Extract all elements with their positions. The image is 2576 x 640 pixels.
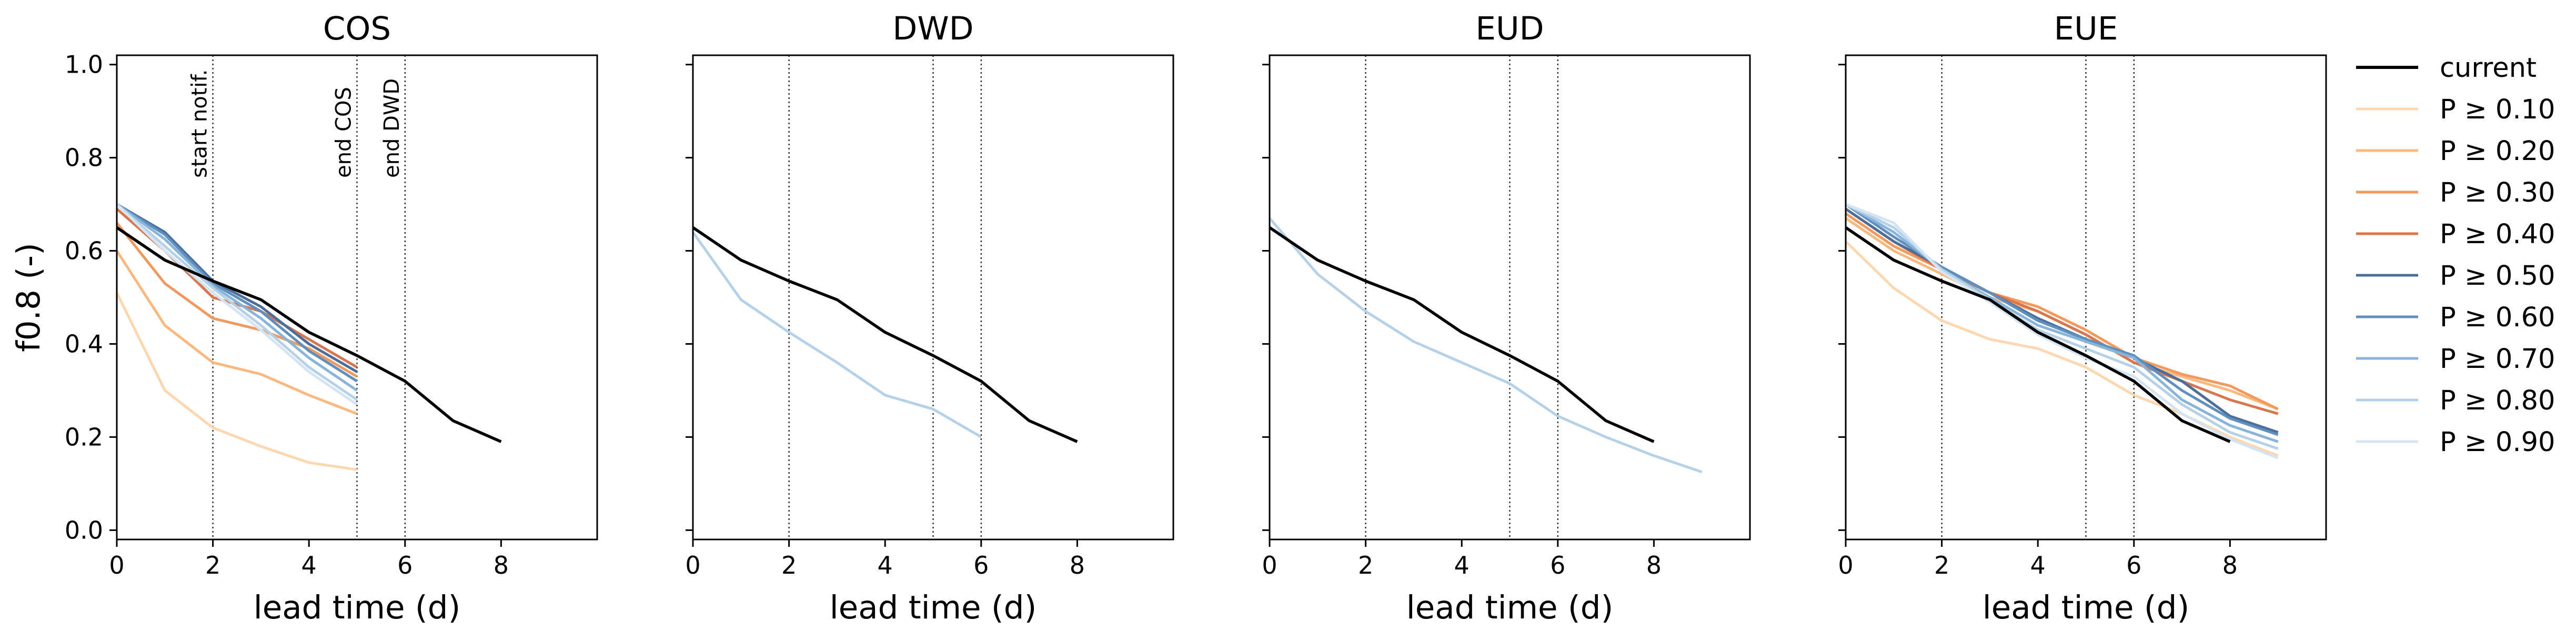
legend-label-p-060: P ≥ 0.60 (2440, 302, 2555, 333)
legend-item-p-080: P ≥ 0.80 (2356, 385, 2555, 416)
x-tick-label-eue-4: 4 (2030, 551, 2046, 579)
y-axis-label: f0.8 (-) (10, 243, 47, 352)
series-line-eue-p-070 (1845, 203, 2279, 443)
legend-label-current: current (2440, 53, 2537, 84)
x-tick-label-eue-6: 6 (2126, 551, 2141, 579)
legend-item-p-050: P ≥ 0.50 (2356, 261, 2555, 292)
y-tick-label-04: 0.4 (65, 329, 103, 358)
series-line-cos-p-040 (116, 208, 358, 368)
x-tick-label-dwd-2: 2 (781, 551, 797, 579)
legend-label-p-010: P ≥ 0.10 (2440, 94, 2555, 125)
y-tick-label-08: 0.8 (65, 144, 103, 172)
y-tick-label-06: 0.6 (65, 237, 103, 265)
y-tick-label-02: 0.2 (65, 423, 103, 451)
series-line-cos-p-070 (116, 203, 358, 392)
legend-label-p-090: P ≥ 0.90 (2440, 427, 2555, 458)
series-line-cos-current (116, 226, 502, 443)
panel-title-cos: COS (323, 10, 391, 47)
axes-frame-eue (1845, 54, 2327, 541)
y-tick-label-10: 1.0 (65, 51, 103, 79)
annotation-end-dwd: end DWD (380, 78, 404, 178)
legend-label-p-080: P ≥ 0.80 (2440, 385, 2555, 416)
panel-title-dwd: DWD (892, 10, 973, 47)
series-line-cos-p-030 (116, 222, 358, 378)
panel-dwd: DWD 0 2 4 6 8 lead time (d) (685, 10, 1174, 626)
series-line-cos-p-050 (116, 203, 358, 373)
x-tick-label-cos-4: 4 (301, 551, 317, 579)
panel-eud: EUD 0 2 4 6 8 lead time (d) (1262, 10, 1751, 626)
series-line-eud-current (1269, 226, 1655, 443)
series-line-eud-p-080 (1269, 217, 1703, 474)
series-line-cos-p-010 (115, 292, 357, 471)
x-tick-label-dwd-8: 8 (1070, 551, 1085, 579)
legend-item-p-020: P ≥ 0.20 (2356, 136, 2555, 167)
legend-label-p-050: P ≥ 0.50 (2440, 261, 2555, 292)
legend-label-p-020: P ≥ 0.20 (2440, 136, 2555, 167)
series-line-cos-p-090 (116, 203, 358, 406)
x-axis-label-eue: lead time (d) (1983, 589, 2190, 626)
axes-frame-eud (1269, 54, 1751, 541)
x-axis-label-cos: lead time (d) (254, 589, 461, 626)
legend-item-p-030: P ≥ 0.30 (2356, 177, 2555, 208)
panel-title-eue: EUE (2054, 10, 2118, 47)
annotation-start-notif: start notif. (188, 69, 212, 178)
x-tick-label-eue-8: 8 (2222, 551, 2238, 579)
legend-item-p-070: P ≥ 0.70 (2356, 344, 2555, 375)
axes-frame-dwd (692, 54, 1174, 541)
legend-label-p-030: P ≥ 0.30 (2440, 177, 2555, 208)
legend-item-p-090: P ≥ 0.90 (2356, 427, 2555, 458)
y-tick-label-00: 0.0 (65, 516, 103, 544)
panel-title-eud: EUD (1475, 10, 1544, 47)
x-axis-label-eud: lead time (d) (1406, 589, 1614, 626)
legend-item-p-010: P ≥ 0.10 (2356, 94, 2555, 125)
legend-item-p-040: P ≥ 0.40 (2356, 219, 2555, 250)
x-tick-label-cos-8: 8 (494, 551, 509, 579)
x-tick-label-eud-8: 8 (1646, 551, 1662, 579)
series-line-eue-current (1845, 226, 2231, 443)
x-tick-label-eud-0: 0 (1262, 551, 1277, 579)
legend-label-p-040: P ≥ 0.40 (2440, 219, 2555, 250)
legend: current P ≥ 0.10 P ≥ 0.20 P ≥ 0.30 P ≥ 0.40 P… (2356, 53, 2555, 458)
series-line-cos-p-020 (115, 250, 358, 415)
x-tick-label-cos-0: 0 (109, 551, 124, 579)
panel-eue: EUE 0 2 4 6 8 lead time (d) (1838, 10, 2327, 626)
axes-frame-cos (116, 54, 598, 541)
x-tick-label-eud-6: 6 (1550, 551, 1565, 579)
x-tick-label-cos-2: 2 (205, 551, 220, 579)
series-line-cos-p-060 (116, 203, 358, 383)
legend-item-current: current (2356, 53, 2537, 84)
x-tick-label-dwd-0: 0 (685, 551, 700, 579)
x-tick-label-cos-6: 6 (397, 551, 412, 579)
panel-cos: COS start notif. end COS end DWD 0 2 4 6 8 lead t… (10, 10, 598, 626)
x-tick-label-eue-2: 2 (1934, 551, 1949, 579)
series-line-dwd-current (692, 226, 1078, 443)
x-tick-label-eue-0: 0 (1838, 551, 1853, 579)
x-tick-label-dwd-4: 4 (878, 551, 893, 579)
series-line-dwd-p-080 (691, 231, 982, 438)
series-line-cos-p-080 (116, 203, 358, 401)
legend-item-p-060: P ≥ 0.60 (2356, 302, 2555, 333)
x-tick-label-dwd-6: 6 (973, 551, 989, 579)
x-tick-label-eud-4: 4 (1454, 551, 1470, 579)
x-axis-label-dwd: lead time (d) (830, 589, 1037, 626)
x-tick-label-eud-2: 2 (1358, 551, 1373, 579)
series-line-eue-p-090 (1845, 203, 2279, 459)
annotation-end-cos: end COS (332, 87, 356, 178)
legend-label-p-070: P ≥ 0.70 (2440, 344, 2555, 375)
series-line-eue-p-030 (1845, 212, 2279, 411)
